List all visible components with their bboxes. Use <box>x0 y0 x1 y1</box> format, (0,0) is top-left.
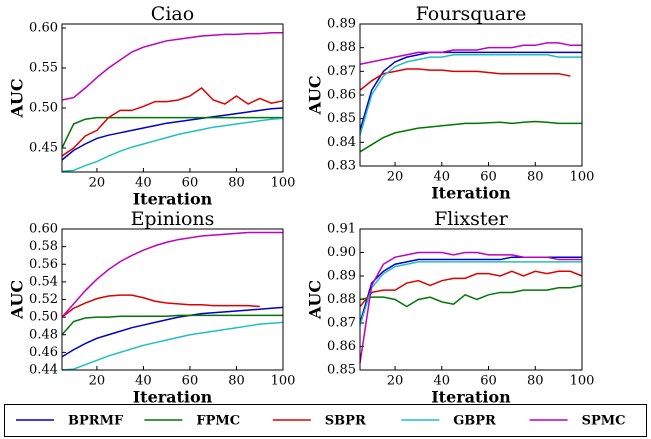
series-line: SBPR <box>61 294 260 318</box>
legend-label: GBPR <box>453 414 496 429</box>
y-tick-label: 0.54 <box>29 274 58 289</box>
x-tick-label: 40 <box>135 374 152 389</box>
y-axis-label: AUC <box>8 78 27 118</box>
y-tick-label: 0.84 <box>327 135 356 150</box>
series-line: GBPR <box>61 321 284 371</box>
series-line: SBPR <box>359 68 571 91</box>
series-line: FPMC <box>359 284 583 308</box>
legend-label: SBPR <box>325 414 366 429</box>
series-line: BPRMF <box>61 306 284 358</box>
x-tick-label: 80 <box>228 176 245 191</box>
y-tick-label: 0.56 <box>29 257 58 272</box>
series-line: GBPR <box>359 261 582 326</box>
y-tick-label: 0.89 <box>327 269 356 284</box>
x-tick-label: 100 <box>271 176 296 191</box>
y-tick-label: 0.88 <box>327 40 356 55</box>
x-tick-label: 20 <box>387 374 404 389</box>
x-tick-label: 60 <box>480 374 497 389</box>
x-tick-label: 80 <box>527 374 544 389</box>
y-axis-label: AUC <box>306 75 325 115</box>
plot-frame <box>359 23 583 167</box>
series-line: FPMC <box>359 120 582 153</box>
y-tick-label: 0.87 <box>327 64 356 79</box>
y-tick-label: 0.45 <box>29 141 58 156</box>
y-tick-label: 0.87 <box>327 316 356 331</box>
y-tick-label: 0.83 <box>327 159 356 174</box>
y-tick-label: 0.88 <box>327 292 356 307</box>
y-tick-label: 0.90 <box>327 245 356 260</box>
series-line: BPRMF <box>359 51 582 131</box>
x-axis-label: Iteration <box>431 388 511 407</box>
y-axis-label: AUC <box>306 280 325 320</box>
x-axis-label: Iteration <box>133 388 213 407</box>
x-tick-label: 80 <box>527 170 544 185</box>
y-tick-label: 0.52 <box>29 292 58 307</box>
y-tick-label: 0.50 <box>29 310 58 325</box>
series-line: GBPR <box>61 117 284 172</box>
chart-title: Epinions <box>131 208 215 230</box>
series-line: SPMC <box>61 231 283 318</box>
y-tick-label: 0.91 <box>327 222 356 237</box>
x-axis-label: Iteration <box>133 190 213 209</box>
y-tick-label: 0.85 <box>327 363 356 378</box>
series-line: SPMC <box>359 251 582 364</box>
x-tick-label: 40 <box>434 374 451 389</box>
plot-frame <box>61 23 284 173</box>
plot-frame <box>61 228 284 371</box>
y-tick-label: 0.86 <box>327 88 356 103</box>
series-line: SBPR <box>61 87 284 157</box>
y-tick-label: 0.55 <box>29 61 58 76</box>
x-tick-label: 60 <box>480 170 497 185</box>
legend-label: FPMC <box>196 414 240 429</box>
y-tick-label: 0.44 <box>29 363 58 378</box>
series-line: FPMC <box>61 116 283 149</box>
x-tick-label: 20 <box>89 176 106 191</box>
series-line: SPMC <box>61 32 283 101</box>
x-tick-label: 100 <box>570 170 595 185</box>
y-tick-label: 0.46 <box>29 345 58 360</box>
x-tick-label: 40 <box>434 170 451 185</box>
series-line: GBPR <box>359 54 582 136</box>
series-line: FPMC <box>61 314 283 336</box>
x-tick-label: 80 <box>228 374 245 389</box>
chart-title: Foursquare <box>416 3 527 25</box>
y-tick-label: 0.89 <box>327 17 356 32</box>
y-tick-label: 0.58 <box>29 239 58 254</box>
plot-frame <box>359 228 583 371</box>
x-tick-label: 20 <box>89 374 106 389</box>
series-line: BPRMF <box>61 107 284 161</box>
y-tick-label: 0.48 <box>29 327 58 342</box>
y-tick-label: 0.50 <box>29 101 58 116</box>
chart-title: Ciao <box>151 3 194 25</box>
x-tick-label: 60 <box>182 374 199 389</box>
chart-title: Flixster <box>434 208 509 230</box>
y-axis-label: AUC <box>8 280 27 320</box>
x-tick-label: 100 <box>271 374 296 389</box>
y-tick-label: 0.60 <box>29 21 58 36</box>
x-tick-label: 60 <box>182 176 199 191</box>
legend-label: SPMC <box>582 414 626 429</box>
x-tick-label: 20 <box>387 170 404 185</box>
series-line: SBPR <box>359 270 583 308</box>
x-tick-label: 40 <box>135 176 152 191</box>
x-axis-label: Iteration <box>431 184 511 203</box>
series-line: SPMC <box>359 42 582 65</box>
y-tick-label: 0.60 <box>29 222 58 237</box>
y-tick-label: 0.85 <box>327 111 356 126</box>
x-tick-label: 100 <box>570 374 595 389</box>
y-tick-label: 0.86 <box>327 339 356 354</box>
legend-label: BPRMF <box>68 414 124 429</box>
